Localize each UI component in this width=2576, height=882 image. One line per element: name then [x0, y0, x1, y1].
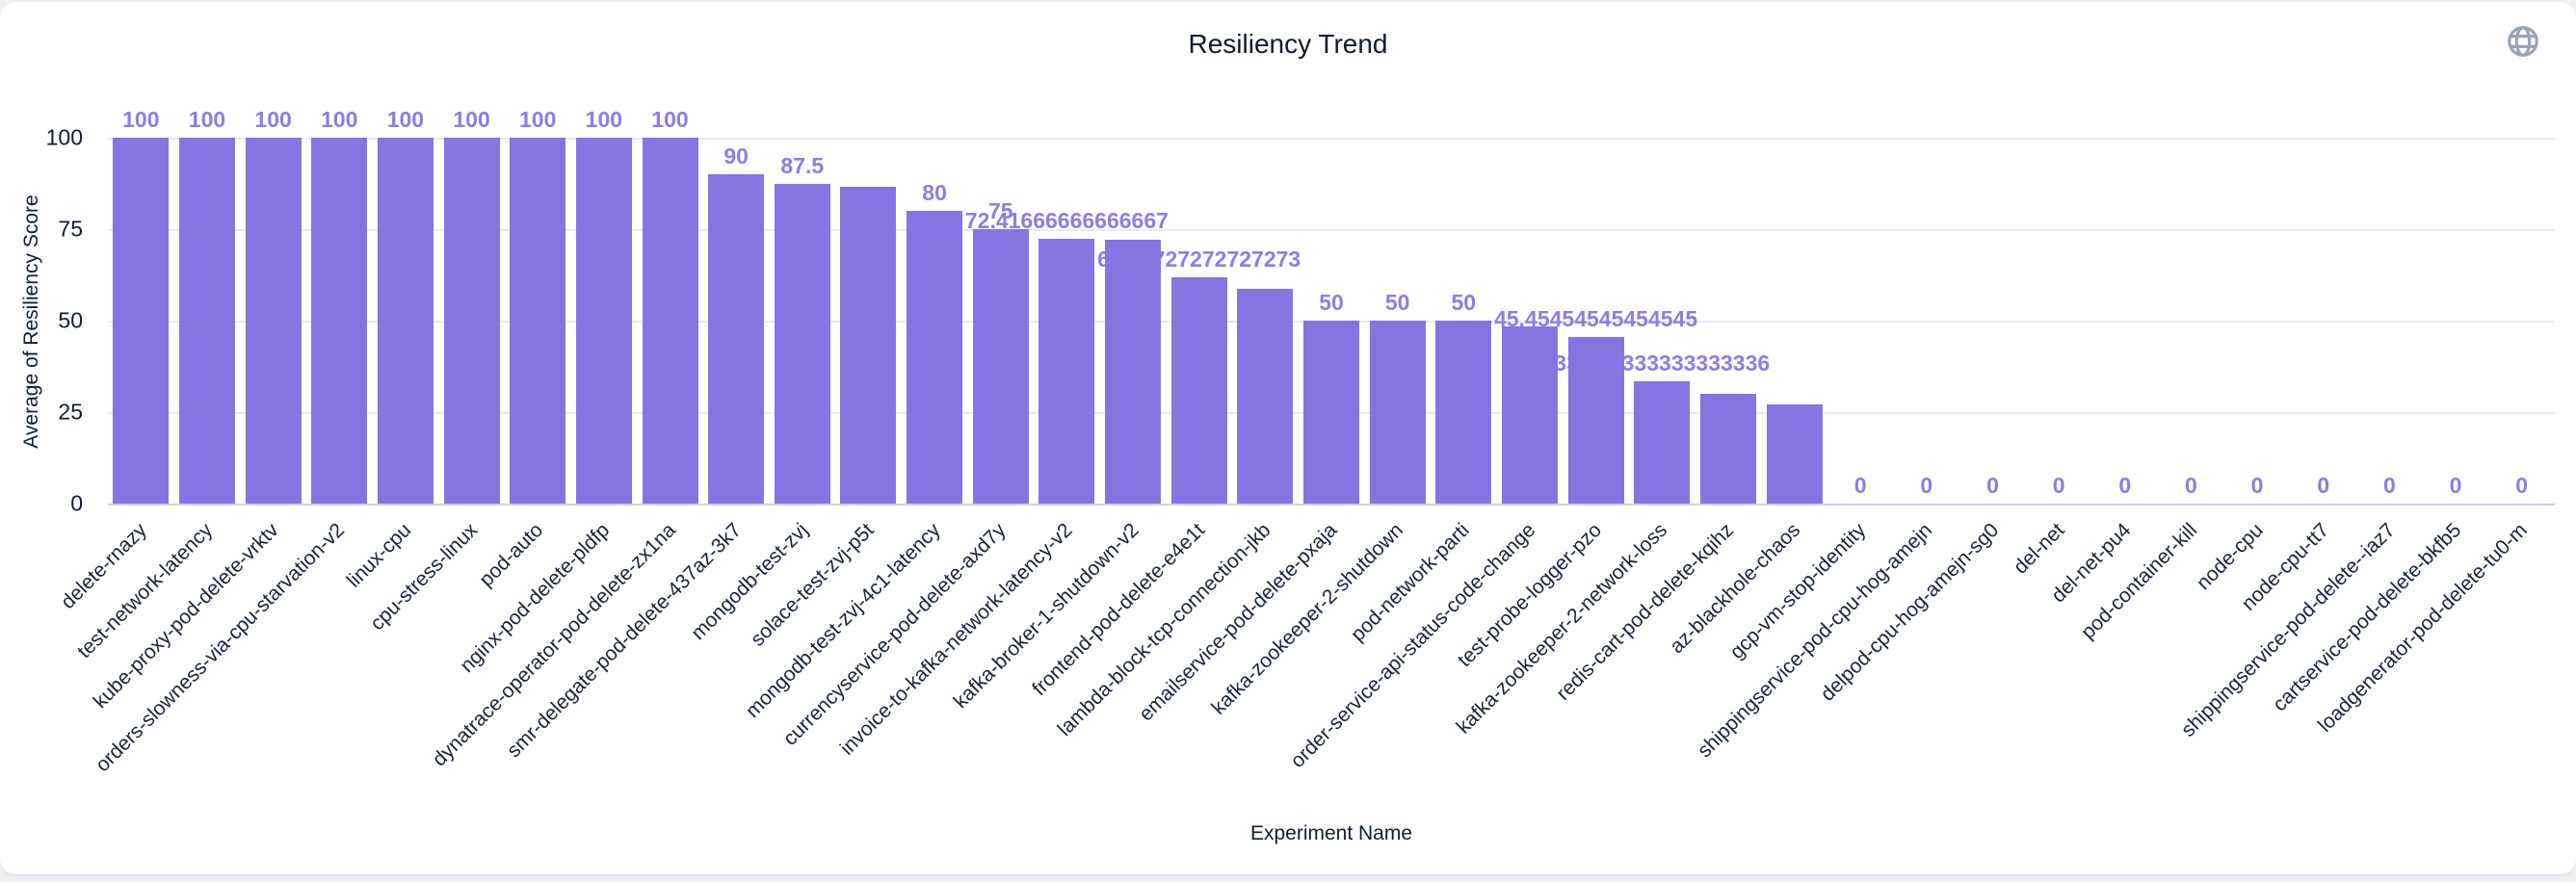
- gridline-75: [108, 229, 2555, 231]
- bar-test-network-latency[interactable]: [178, 138, 235, 504]
- y-tick-50: 50: [58, 307, 83, 333]
- bar-kafka-zookeeper-2-shutdown[interactable]: [1369, 321, 1426, 504]
- bar-value-label: 0: [1986, 473, 1999, 498]
- y-tick-75: 75: [58, 216, 83, 242]
- x-tick-pod-container-kill: pod-container-kill: [2076, 519, 2201, 644]
- bar-value-label: 0: [2250, 473, 2264, 498]
- x-tick-dynatrace-operator-pod-delete-zx1na: dynatrace-operator-pod-delete-zx1na: [428, 519, 680, 771]
- x-tick-shippingservice-pod-cpu-hog-amejn: shippingservice-pod-cpu-hog-amejn: [1693, 519, 1937, 763]
- bar-az-blackhole-chaos[interactable]: [1766, 404, 1823, 504]
- bar-mongodb-test-zvj-4c1-latency[interactable]: [907, 211, 963, 504]
- x-axis-tick-labels: delete-rnazy test-network-latency kube-pro…: [57, 506, 2555, 823]
- x-axis-title: Experiment Name: [1249, 822, 1413, 844]
- bar-value-label: 100: [453, 107, 490, 132]
- bar-emailservice-pod-delete-pxaja[interactable]: [1303, 321, 1359, 504]
- x-tick-smr-delegate-pod-delete-437az-3k7: smr-delegate-pod-delete-437az-3k7: [503, 519, 747, 763]
- bar-value-label: 100: [188, 107, 226, 132]
- bar-value-label: 100: [651, 107, 689, 132]
- bar-frontend-pod-delete-e4e1t[interactable]: [1170, 277, 1227, 504]
- bar-invoice-to-kafka-network-latency-v2[interactable]: [1038, 238, 1095, 504]
- bar-pod-auto[interactable]: [510, 138, 566, 504]
- bar-cpu-stress-linux[interactable]: [443, 138, 500, 504]
- bar-order-service-api-status-code-change[interactable]: [1501, 326, 1558, 504]
- bar-delete-rnazy[interactable]: [113, 138, 170, 504]
- bar-dynatrace-operator-pod-delete-zx1na[interactable]: [642, 138, 698, 504]
- gridline-100: [108, 138, 2555, 140]
- bar-value-label: 0: [2317, 473, 2330, 498]
- bar-value-label: 0: [2382, 473, 2396, 498]
- bar-redis-cart-pod-delete-kqihz[interactable]: [1699, 394, 1756, 504]
- bar-value-label: 100: [122, 107, 160, 132]
- bar-value-label: 100: [585, 107, 623, 132]
- bar-value-label: 0: [2449, 473, 2462, 498]
- y-tick-25: 25: [58, 399, 83, 425]
- x-tick-mongodb-test-zvj: mongodb-test-zvj: [686, 519, 813, 645]
- bar-value-label: 50: [1384, 290, 1410, 315]
- x-tick-solace-test-zvj-p5t: solace-test-zvj-p5t: [746, 519, 879, 651]
- bar-value-label: 72.41666666666667: [964, 207, 1169, 233]
- bar-mongodb-test-zvj[interactable]: [774, 183, 830, 504]
- bar-test-probe-logger-pzo[interactable]: [1567, 337, 1624, 504]
- bar-solace-test-zvj-p5t[interactable]: [840, 186, 897, 504]
- bar-value-label: 90: [723, 143, 749, 169]
- bar-kafka-zookeeper-2-network-loss[interactable]: [1634, 381, 1691, 504]
- bar-value-label: 80: [922, 180, 947, 205]
- x-tick-del-net: del-net: [2009, 519, 2069, 579]
- x-tick-pod-network-parti: pod-network-parti: [1346, 519, 1474, 646]
- bar-value-label: 0: [2052, 473, 2065, 498]
- y-tick-0: 0: [70, 490, 83, 516]
- bar-value-label: 100: [254, 107, 292, 132]
- bar-value-label: 0: [1920, 473, 1933, 498]
- bar-linux-cpu[interactable]: [377, 138, 434, 504]
- bar-value-label: 87.5: [780, 152, 825, 178]
- bar-pod-network-parti[interactable]: [1435, 321, 1492, 504]
- x-tick-order-service-api-status-code-change: order-service-api-status-code-change: [1286, 519, 1540, 773]
- bar-value-label: 100: [386, 107, 425, 132]
- bar-value-label: 100: [321, 107, 358, 132]
- chart-title: Resiliency Trend: [1188, 29, 1388, 59]
- bar-value-label: 100: [519, 107, 557, 132]
- bar-value-label: 50: [1451, 290, 1477, 315]
- x-tick-orders-slowness-via-cpu-starvation-v2: orders-slowness-via-cpu-starvation-v2: [92, 519, 350, 777]
- bar-value-label: 50: [1319, 290, 1344, 315]
- bar-smr-delegate-pod-delete-437az-3k7[interactable]: [708, 174, 765, 504]
- bar-value-label: 0: [2118, 473, 2132, 498]
- plot-area: 100 100 100 100 100 100 100 100 100 90 87.5 80 75 72.…: [108, 107, 2555, 506]
- bar-value-label: 0: [2185, 473, 2197, 498]
- bar-nginx-pod-delete-pldfp[interactable]: [575, 138, 632, 504]
- globe-icon: [2508, 26, 2538, 57]
- bar-kafka-broker-1-shutdown-v2[interactable]: [1105, 239, 1162, 504]
- bar-orders-slowness-via-cpu-starvation-v2[interactable]: [311, 138, 368, 504]
- bar-kube-proxy-pod-delete-vrktv[interactable]: [245, 138, 302, 504]
- bar-value-label: 0: [2515, 473, 2529, 498]
- y-axis-tick-labels: 0 25 50 75 100: [39, 125, 96, 516]
- y-tick-100: 100: [45, 124, 83, 150]
- x-axis-line: [108, 504, 2555, 506]
- bar-value-label: 75: [987, 198, 1013, 223]
- bar-lambda-block-tcp-connection-jkb[interactable]: [1237, 288, 1294, 504]
- bar-currencyservice-pod-delete-axd7y[interactable]: [972, 229, 1029, 504]
- bar-value-label: 0: [1853, 473, 1867, 498]
